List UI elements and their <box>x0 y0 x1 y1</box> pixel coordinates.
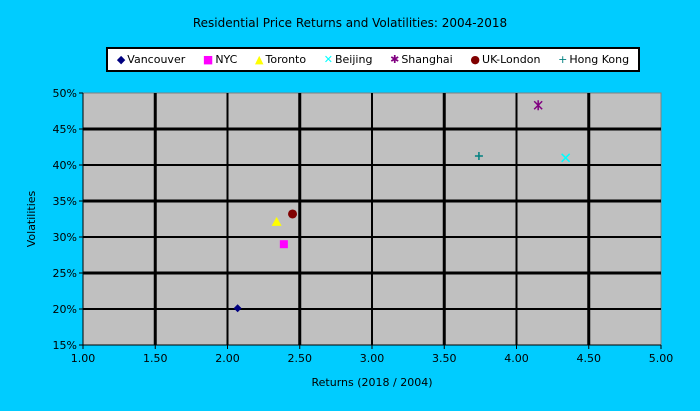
legend-label: Hong Kong <box>569 53 630 66</box>
legend-item: ◆ Vancouver <box>117 53 185 66</box>
x-tick-label: 2.00 <box>215 352 240 365</box>
legend-label: NYC <box>215 53 238 66</box>
x-tick-label: 4.50 <box>577 352 602 365</box>
legend-label: Beijing <box>334 53 373 66</box>
data-point-vancouver <box>233 304 242 313</box>
y-tick-label: 45% <box>53 123 77 136</box>
legend-item: ▲ Toronto <box>255 53 306 66</box>
data-point-beijing <box>561 153 571 163</box>
legend-marker-icon: + <box>558 53 568 66</box>
y-tick-label: 20% <box>53 303 77 316</box>
legend-label: Shanghai <box>401 53 453 66</box>
data-point-nyc <box>279 240 288 249</box>
legend-marker-icon: ■ <box>202 53 214 66</box>
data-point-uk-london <box>288 209 298 219</box>
y-tick-label: 35% <box>53 195 77 208</box>
legend-item: ✕ Beijing <box>324 53 373 66</box>
x-tick-label: 3.50 <box>432 352 457 365</box>
data-point-hong-kong <box>474 152 483 160</box>
y-tick-label: 40% <box>53 159 77 172</box>
legend-label: Vancouver <box>127 53 186 66</box>
y-tick-label: 30% <box>53 231 77 244</box>
legend-item: ✱ Shanghai <box>390 53 453 66</box>
legend-marker-icon: ✕ <box>323 53 333 66</box>
legend-marker-icon: ◆ <box>116 53 126 66</box>
y-tick-label: 15% <box>53 339 77 352</box>
x-tick-label: 3.00 <box>360 352 385 365</box>
legend-item: + Hong Kong <box>558 53 629 66</box>
y-tick-label: 50% <box>53 87 77 100</box>
legend-label: Toronto <box>265 53 307 66</box>
legend-marker-icon: ✱ <box>390 53 400 66</box>
x-tick-label: 1.50 <box>143 352 168 365</box>
legend-marker-icon: ● <box>470 53 481 66</box>
x-tick-label: 5.00 <box>649 352 674 365</box>
legend-label: UK-London <box>482 53 541 66</box>
legend-item: ● UK-London <box>470 53 540 66</box>
legend-item: ■ NYC <box>203 53 237 66</box>
legend-marker-icon: ▲ <box>255 53 264 66</box>
legend: ◆ Vancouver ■ NYC ▲ Toronto ✕ Beijing ✱ Shanghai ●… <box>106 47 640 72</box>
x-tick-label: 1.00 <box>71 352 96 365</box>
x-axis-label: Returns (2018 / 2004) <box>312 376 433 389</box>
y-axis-label: Volatilities <box>25 190 38 247</box>
chart-title: Residential Price Returns and Volatiliti… <box>192 16 508 30</box>
x-tick-label: 4.00 <box>504 352 529 365</box>
data-point-toronto <box>271 216 282 226</box>
data-point-shanghai <box>533 100 543 111</box>
y-tick-label: 25% <box>53 267 77 280</box>
plot-area <box>82 92 662 346</box>
x-tick-label: 2.50 <box>288 352 313 365</box>
